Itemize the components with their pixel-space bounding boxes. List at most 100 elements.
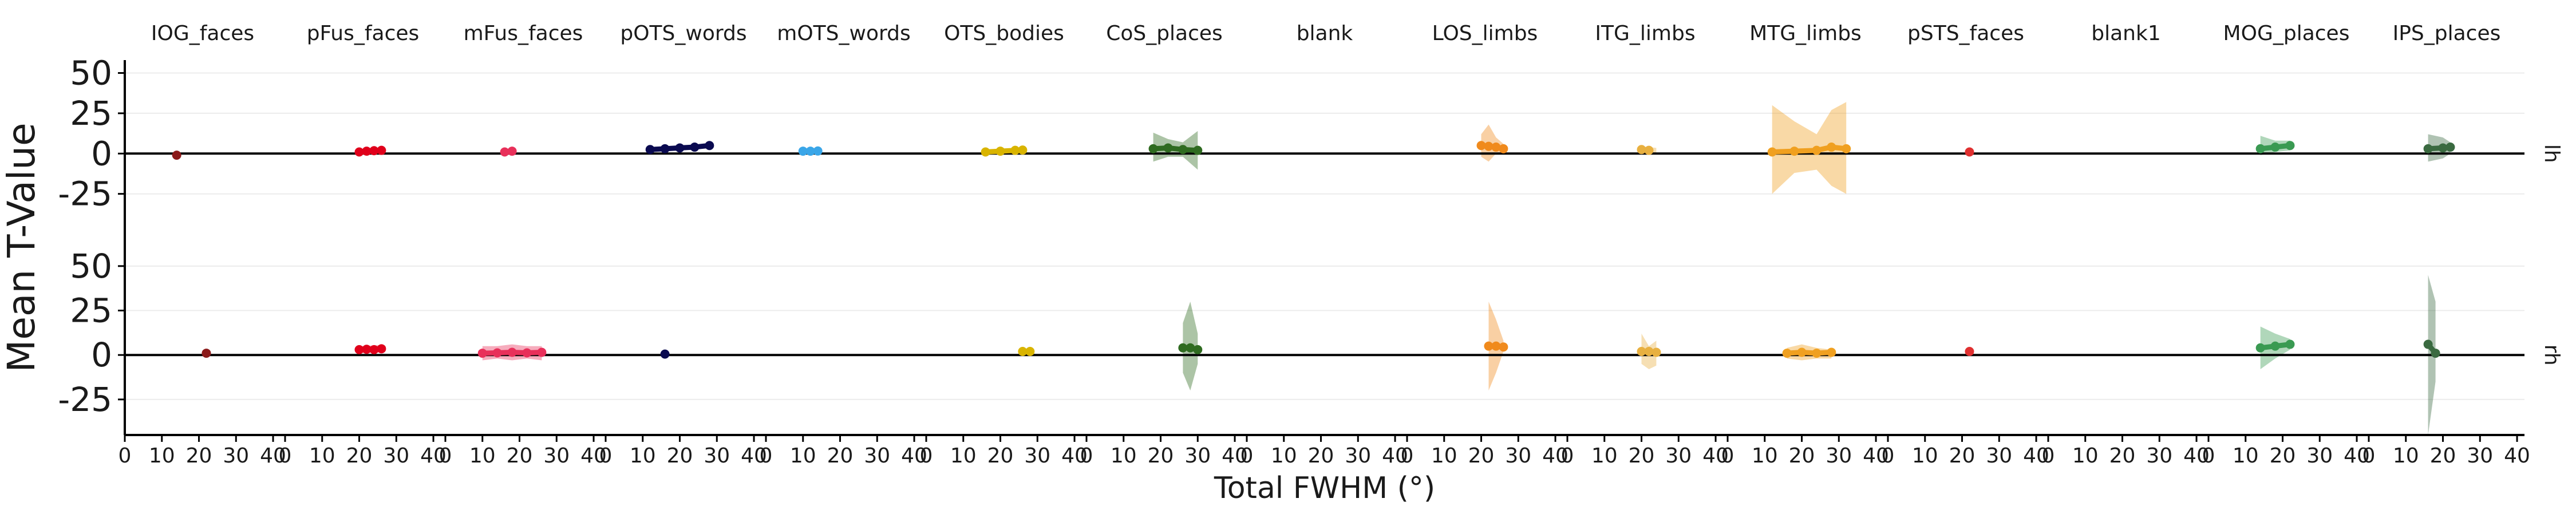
x-tick-label: 10 bbox=[790, 444, 816, 468]
y-tick-label: 50 bbox=[70, 247, 112, 286]
point-IPS_places-lh-2 bbox=[2445, 143, 2455, 152]
strip-label-mFus_faces: mFus_faces bbox=[464, 22, 583, 45]
y-tick-label: 25 bbox=[70, 291, 112, 330]
point-pOTS_words-rh-0 bbox=[661, 350, 670, 359]
x-tick-label: 10 bbox=[2072, 444, 2099, 468]
x-tick-label: 0 bbox=[439, 444, 452, 468]
x-tick-label: 20 bbox=[1949, 444, 1976, 468]
x-tick-label: 0 bbox=[1401, 444, 1414, 468]
y-tick-label: 25 bbox=[70, 94, 112, 133]
point-ITG_limbs-lh-1 bbox=[1644, 146, 1653, 155]
point-OTS_bodies-lh-0 bbox=[981, 147, 990, 156]
x-tick-label: 30 bbox=[1986, 444, 2012, 468]
point-CoS_places-lh-3 bbox=[1193, 146, 1202, 155]
x-tick-label: 30 bbox=[704, 444, 730, 468]
x-tick-label: 30 bbox=[1345, 444, 1371, 468]
x-tick-label: 30 bbox=[1665, 444, 1692, 468]
point-mFus_faces-lh-1 bbox=[508, 147, 517, 156]
point-IPS_places-rh-0 bbox=[2424, 340, 2433, 349]
point-OTS_bodies-lh-1 bbox=[996, 147, 1005, 156]
point-MTG_limbs-lh-2 bbox=[1812, 146, 1821, 155]
point-MOG_places-rh-2 bbox=[2285, 340, 2294, 349]
x-tick-label: 30 bbox=[1826, 444, 1852, 468]
x-tick-label: 0 bbox=[1240, 444, 1254, 468]
x-tick-label: 30 bbox=[223, 444, 249, 468]
line-MTG_limbs-rh bbox=[1787, 353, 1832, 354]
point-LOS_limbs-lh-3 bbox=[1499, 144, 1508, 153]
point-pFus_faces-lh-3 bbox=[377, 146, 386, 155]
point-MOG_places-lh-2 bbox=[2285, 141, 2294, 150]
x-tick-label: 10 bbox=[1111, 444, 1137, 468]
x-tick-label: 20 bbox=[2270, 444, 2296, 468]
x-tick-label: 0 bbox=[2362, 444, 2376, 468]
x-tick-label: 10 bbox=[950, 444, 977, 468]
point-pSTS_faces-lh-0 bbox=[1965, 147, 1974, 156]
strip-label-ITG_limbs: ITG_limbs bbox=[1595, 22, 1695, 45]
x-tick-label: 10 bbox=[2233, 444, 2259, 468]
point-MTG_limbs-lh-0 bbox=[1768, 147, 1777, 156]
x-tick-label: 20 bbox=[1148, 444, 1174, 468]
series-points bbox=[172, 141, 2455, 358]
row-label-rh: rh bbox=[2540, 345, 2563, 366]
x-tick-label: 20 bbox=[186, 444, 212, 468]
strip-label-blank1: blank1 bbox=[2091, 22, 2160, 45]
x-tick-label: 10 bbox=[1431, 444, 1457, 468]
x-tick-label: 20 bbox=[1629, 444, 1655, 468]
strip-label-OTS_bodies: OTS_bodies bbox=[944, 22, 1064, 45]
point-CoS_places-rh-2 bbox=[1193, 345, 1202, 354]
point-MTG_limbs-rh-2 bbox=[1812, 349, 1821, 358]
strip-label-LOS_limbs: LOS_limbs bbox=[1432, 22, 1538, 45]
point-CoS_places-lh-2 bbox=[1178, 145, 1187, 154]
x-tick-label: 30 bbox=[1184, 444, 1211, 468]
strip-label-pFus_faces: pFus_faces bbox=[307, 22, 420, 45]
point-pOTS_words-lh-0 bbox=[646, 145, 655, 154]
x-tick-label: 0 bbox=[1080, 444, 1093, 468]
point-MOG_places-lh-1 bbox=[2271, 143, 2280, 152]
x-tick-label: 20 bbox=[2109, 444, 2136, 468]
y-tick-label: -25 bbox=[58, 175, 112, 213]
point-OTS_bodies-rh-1 bbox=[1025, 347, 1034, 356]
point-IOG_faces-rh-0 bbox=[202, 349, 211, 358]
y-tick-label: 50 bbox=[70, 54, 112, 93]
point-CoS_places-lh-0 bbox=[1149, 144, 1158, 153]
x-tick-label: 30 bbox=[1024, 444, 1050, 468]
point-mFus_faces-rh-1 bbox=[493, 348, 502, 357]
y-tick-label: 0 bbox=[91, 134, 112, 173]
strip-label-MOG_places: MOG_places bbox=[2223, 22, 2350, 45]
point-mFus_faces-rh-2 bbox=[508, 348, 517, 357]
zero-lines bbox=[125, 153, 2524, 355]
point-mFus_faces-rh-3 bbox=[522, 348, 531, 357]
x-tick-label: 20 bbox=[667, 444, 693, 468]
x-tick-label: 0 bbox=[920, 444, 933, 468]
x-tick-label: 30 bbox=[2467, 444, 2493, 468]
x-tick-label: 10 bbox=[630, 444, 656, 468]
y-tick-label: 0 bbox=[91, 335, 112, 374]
point-pFus_faces-rh-3 bbox=[377, 344, 386, 353]
x-tick-label: 10 bbox=[1591, 444, 1618, 468]
x-tick-label: 10 bbox=[149, 444, 175, 468]
point-MTG_limbs-rh-3 bbox=[1827, 348, 1836, 357]
point-pOTS_words-lh-1 bbox=[661, 144, 670, 153]
point-mFus_faces-rh-4 bbox=[537, 348, 546, 357]
x-tick-label: 20 bbox=[1789, 444, 1815, 468]
point-MTG_limbs-lh-1 bbox=[1790, 147, 1799, 156]
x-tick-label: 10 bbox=[1912, 444, 1938, 468]
strip-label-MTG_limbs: MTG_limbs bbox=[1749, 22, 1862, 45]
x-tick-label: 10 bbox=[469, 444, 496, 468]
x-tick-label: 30 bbox=[383, 444, 409, 468]
series-lines bbox=[359, 145, 2451, 353]
x-tick-label: 30 bbox=[543, 444, 570, 468]
x-tick-label: 10 bbox=[1271, 444, 1297, 468]
point-MTG_limbs-lh-3 bbox=[1827, 143, 1836, 152]
strip-label-CoS_places: CoS_places bbox=[1106, 22, 1223, 45]
x-tick-label: 30 bbox=[864, 444, 890, 468]
point-mOTS_words-lh-2 bbox=[813, 147, 823, 156]
x-tick-label: 20 bbox=[1308, 444, 1334, 468]
x-tick-label: 10 bbox=[2393, 444, 2419, 468]
point-IPS_places-lh-0 bbox=[2424, 144, 2433, 153]
y-axis-title: Mean T-Value bbox=[0, 122, 44, 372]
x-tick-label: 0 bbox=[118, 444, 132, 468]
